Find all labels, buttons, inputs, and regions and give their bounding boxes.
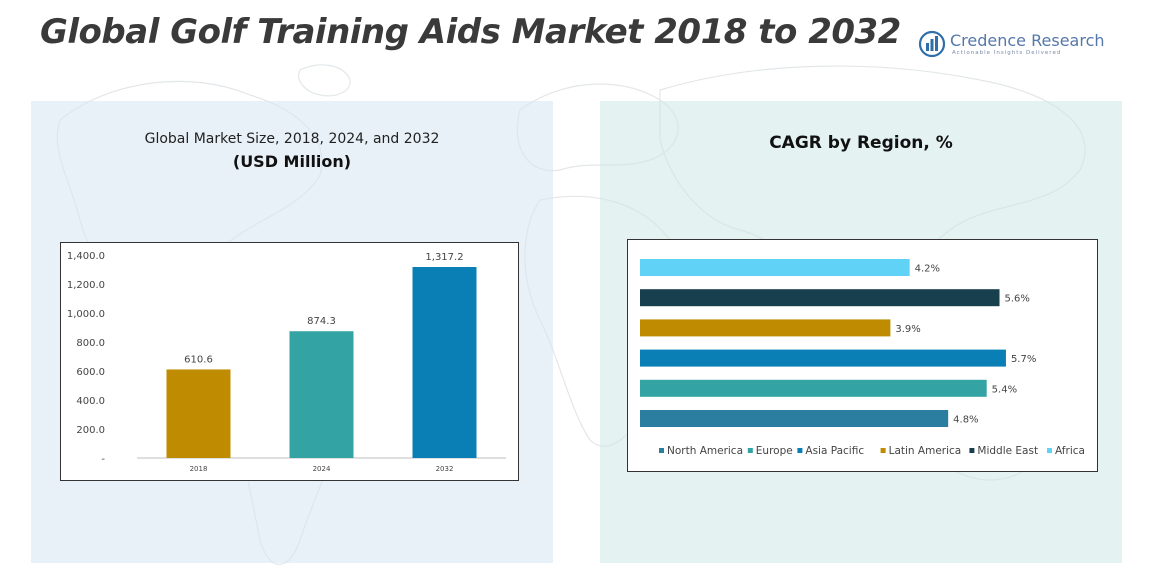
y-tick-label: 400.0 bbox=[76, 396, 105, 407]
y-tick-label: 1,400.0 bbox=[67, 251, 105, 262]
legend-swatch-europe bbox=[747, 448, 753, 453]
cagr-data-label: 5.4% bbox=[992, 384, 1017, 395]
legend-swatch-latin-america bbox=[880, 448, 886, 453]
legend-swatch-asia-pacific bbox=[797, 448, 803, 453]
cagr-title: CAGR by Region, % bbox=[769, 133, 953, 153]
legend-swatch-africa bbox=[1047, 448, 1052, 453]
bar-2018 bbox=[166, 369, 231, 458]
cagr-bar-middle-east bbox=[640, 289, 1000, 307]
cagr-data-label: 3.9% bbox=[895, 324, 920, 335]
cagr-chart: 4.2% 5.6% 3.9% 5.7% 5.4% 4.8% North America Eur… bbox=[627, 239, 1098, 472]
legend-label-europe: Europe bbox=[756, 445, 793, 457]
legend-swatch-north-america bbox=[659, 448, 664, 453]
cagr-data-label: 5.7% bbox=[1011, 354, 1036, 365]
legend-label-north-america: North America bbox=[667, 445, 743, 457]
bar-2032 bbox=[412, 267, 477, 458]
credence-research-logo[interactable]: Credence Research Actionable Insights De… bbox=[918, 30, 1108, 62]
legend-label-asia-pacific: Asia Pacific bbox=[805, 445, 864, 457]
logo-name: Credence Research bbox=[950, 31, 1105, 50]
bar-data-label: 874.3 bbox=[307, 316, 336, 327]
bar-data-label: 1,317.2 bbox=[425, 252, 463, 263]
y-tick-label: 1,200.0 bbox=[67, 280, 105, 291]
cagr-chart-svg: 4.2% 5.6% 3.9% 5.7% 5.4% 4.8% North America Eur… bbox=[640, 259, 1085, 457]
legend-label-africa: Africa bbox=[1055, 445, 1085, 457]
legend-label-middle-east: Middle East bbox=[977, 445, 1038, 457]
cagr-data-label: 5.6% bbox=[1005, 294, 1030, 305]
cagr-data-label: 4.8% bbox=[953, 415, 978, 426]
logo-tagline: Actionable Insights Delivered bbox=[952, 50, 1062, 56]
market-size-subtitle: Global Market Size, 2018, 2024, and 2032 bbox=[144, 131, 440, 147]
legend-label-latin-america: Latin America bbox=[889, 445, 962, 457]
x-tick-label: 2024 bbox=[313, 465, 331, 473]
legend-swatch-middle-east bbox=[969, 448, 975, 453]
cagr-bar-europe bbox=[640, 379, 987, 397]
cagr-bar-asia-pacific bbox=[640, 349, 1006, 367]
y-tick-label: 600.0 bbox=[76, 367, 105, 378]
cagr-bar-africa bbox=[640, 259, 910, 276]
bar-2024 bbox=[289, 331, 354, 458]
x-tick-label: 2018 bbox=[190, 465, 208, 473]
cagr-data-label: 4.2% bbox=[915, 264, 940, 275]
market-size-chart: - 200.0 400.0 600.0 800.0 1,000.0 1,200.0 1,400… bbox=[60, 242, 519, 481]
market-size-chart-svg: - 200.0 400.0 600.0 800.0 1,000.0 1,200.0 1,400… bbox=[67, 251, 506, 473]
logo-mark-icon bbox=[918, 30, 946, 58]
y-tick-label: 1,000.0 bbox=[67, 309, 105, 320]
y-tick-label: 200.0 bbox=[76, 425, 105, 436]
bar-data-label: 610.6 bbox=[184, 354, 213, 365]
page-title: Global Golf Training Aids Market 2018 to… bbox=[40, 12, 901, 52]
x-tick-label: 2032 bbox=[436, 465, 454, 473]
y-tick-label: 800.0 bbox=[76, 338, 105, 349]
cagr-bar-north-america bbox=[640, 410, 949, 427]
cagr-bar-latin-america bbox=[640, 319, 891, 337]
y-tick-label: - bbox=[101, 454, 105, 465]
market-size-unit: (USD Million) bbox=[232, 152, 352, 171]
